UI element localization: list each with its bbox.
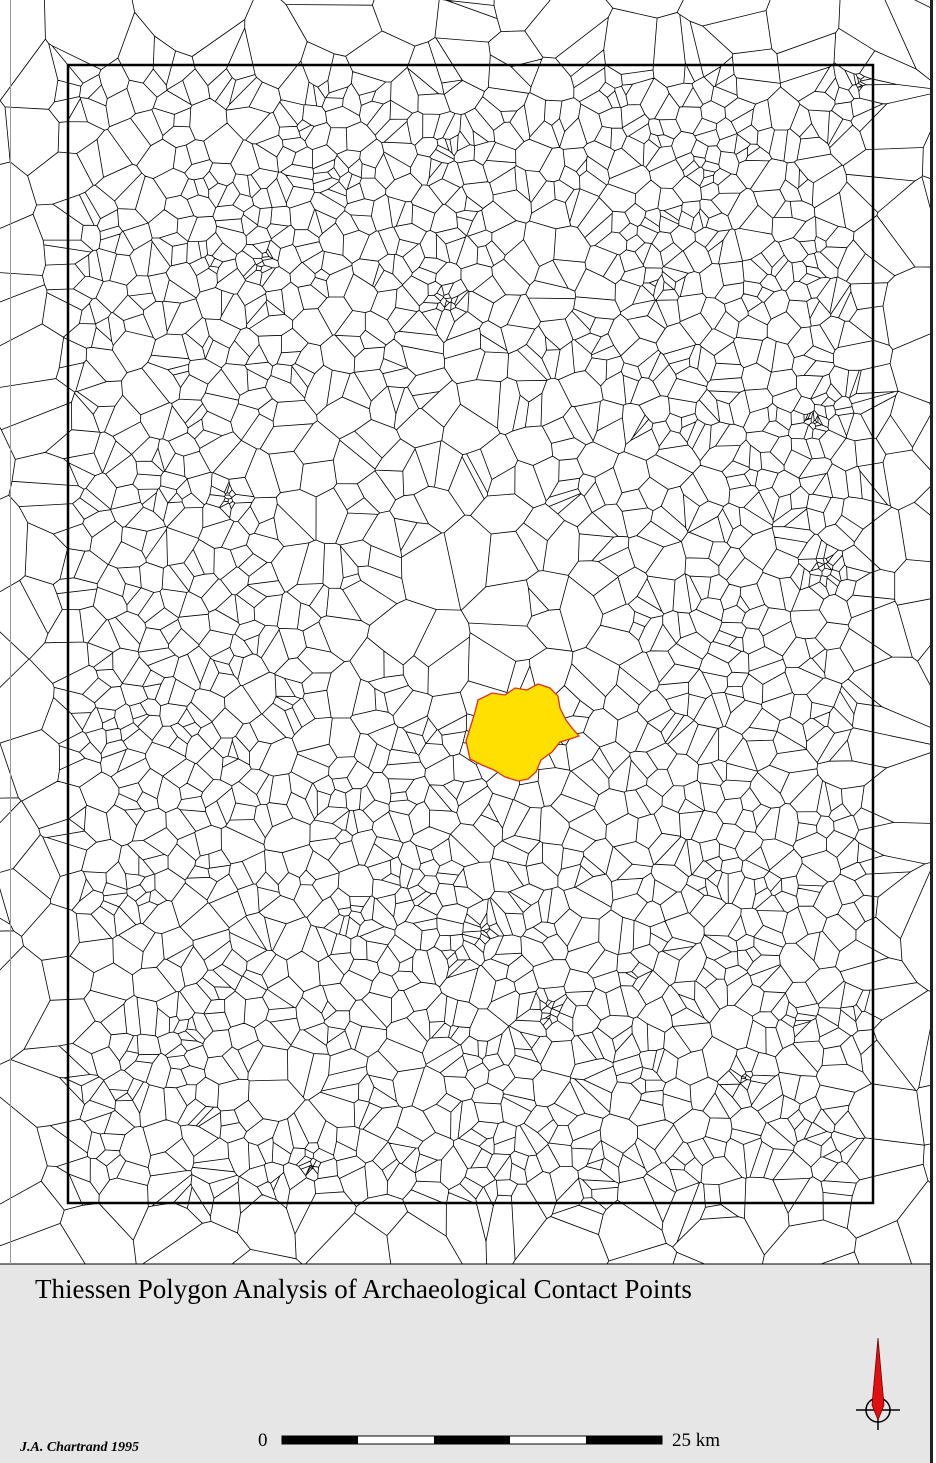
author-credit: J.A. Chartrand 1995 — [19, 1440, 139, 1455]
study-area-frame — [66, 63, 875, 1205]
scale-bar — [281, 1435, 663, 1445]
map-title: Thiessen Polygon Analysis of Archaeologi… — [35, 1274, 692, 1304]
north-arrow — [856, 1337, 900, 1430]
scale-end-label: 25 km — [672, 1430, 720, 1451]
legend-panel — [0, 1264, 930, 1463]
scale-start-label: 0 — [258, 1430, 268, 1451]
highlighted-polygon — [465, 683, 581, 782]
